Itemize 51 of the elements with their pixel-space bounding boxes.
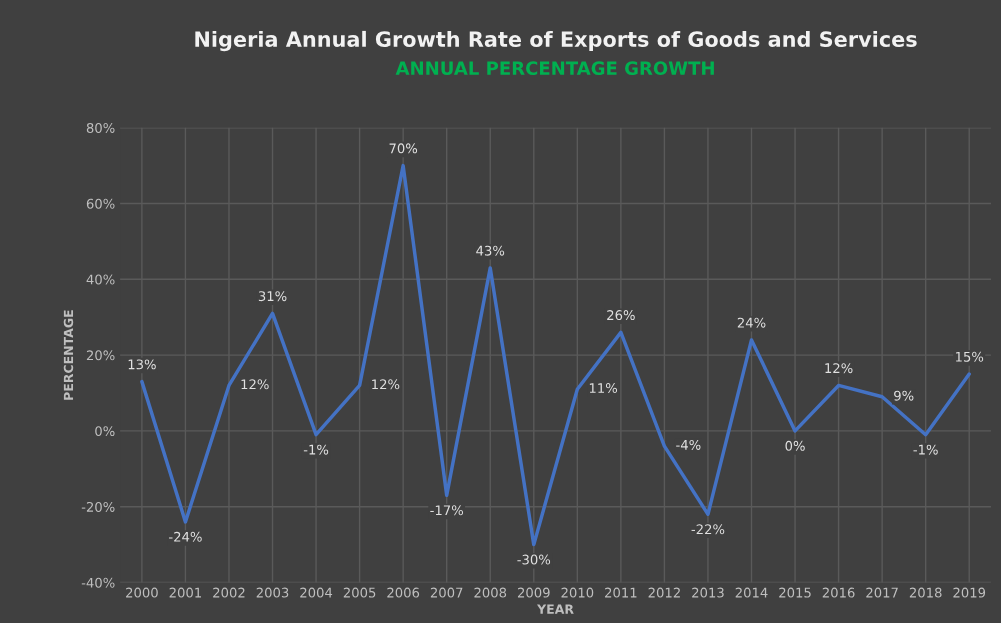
- data-label: 12%: [825, 363, 853, 374]
- x-tick-label: 2011: [605, 587, 637, 598]
- data-label: 13%: [128, 359, 156, 370]
- data-label: 24%: [737, 317, 766, 328]
- y-tick-label: 0%: [95, 426, 115, 437]
- y-tick-label: -40%: [81, 577, 115, 588]
- data-label: -22%: [691, 524, 725, 535]
- x-tick-label: 2018: [909, 587, 942, 598]
- data-label: 12%: [241, 379, 269, 390]
- x-tick-label: 2003: [256, 587, 289, 598]
- x-tick-label: 2010: [561, 587, 594, 598]
- x-tick-label: 2017: [866, 587, 898, 598]
- x-tick-label: 2008: [474, 587, 507, 598]
- data-label: 12%: [372, 379, 400, 390]
- data-label: -1%: [913, 444, 938, 455]
- x-tick-label: 2019: [953, 587, 986, 598]
- x-tick-label: 2016: [822, 587, 855, 598]
- x-tick-label: 2001: [169, 587, 202, 598]
- x-axis-title: YEAR: [536, 604, 574, 614]
- x-tick-label: 2009: [517, 587, 550, 598]
- chart-subtitle: ANNUAL PERCENTAGE GROWTH: [395, 61, 714, 76]
- y-tick-label: 40%: [86, 274, 115, 285]
- data-label: -4%: [676, 439, 701, 450]
- y-tick-label: 60%: [86, 198, 115, 209]
- data-label: -1%: [303, 444, 329, 455]
- y-axis-title: PERCENTAGE: [63, 310, 74, 400]
- y-tick-label: 80%: [86, 122, 115, 133]
- y-tick-label: -20%: [81, 501, 115, 512]
- x-tick-label: 2004: [300, 587, 333, 598]
- x-tick-label: 2012: [648, 587, 680, 598]
- x-tick-label: 2014: [735, 587, 768, 598]
- chart-title: Nigeria Annual Growth Rate of Exports of Goods and Services: [195, 30, 917, 52]
- data-label: -17%: [430, 505, 464, 516]
- data-label: 9%: [894, 390, 914, 401]
- y-tick-label: 20%: [86, 350, 115, 361]
- data-label: 31%: [258, 291, 287, 302]
- x-tick-label: 2000: [126, 587, 158, 598]
- x-tick-label: 2002: [213, 587, 245, 598]
- data-label: -24%: [169, 531, 202, 542]
- data-label: 26%: [607, 310, 635, 321]
- x-tick-label: 2015: [779, 587, 811, 598]
- data-label: 70%: [389, 143, 418, 154]
- data-label: 15%: [956, 351, 984, 362]
- data-label: -30%: [517, 554, 551, 565]
- x-tick-label: 2007: [430, 587, 463, 598]
- x-tick-label: 2005: [343, 587, 376, 598]
- x-tick-label: 2006: [387, 587, 420, 598]
- data-label: 11%: [589, 383, 618, 394]
- data-label: 0%: [785, 440, 805, 451]
- x-tick-label: 2013: [692, 587, 724, 598]
- data-label: 43%: [476, 245, 505, 256]
